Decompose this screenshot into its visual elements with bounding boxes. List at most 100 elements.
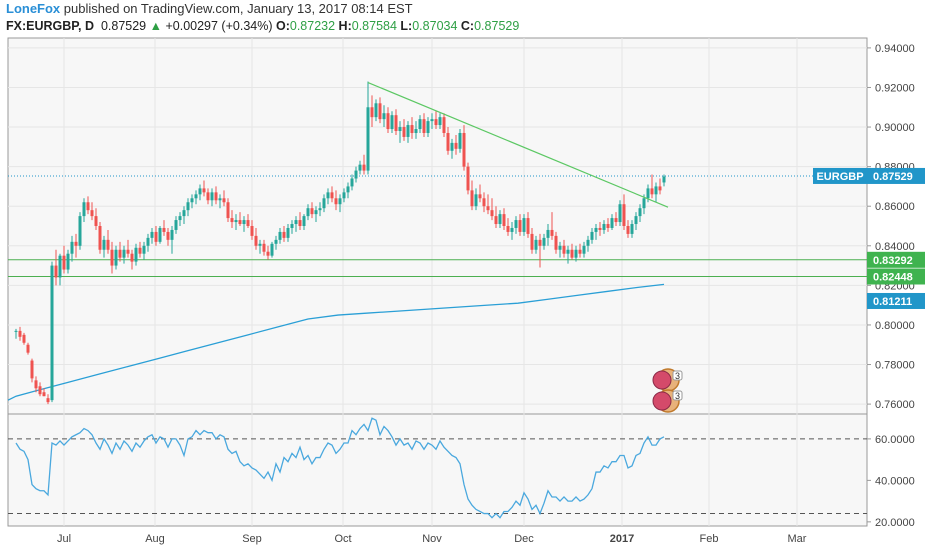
candle-body: [190, 198, 194, 203]
author-link[interactable]: LoneFox: [6, 1, 61, 16]
y-tick-label: 0.90000: [875, 122, 915, 134]
economic-event-marker-2[interactable]: 3: [652, 389, 683, 413]
candle-body: [394, 115, 398, 132]
rsi-line: [15, 417, 665, 519]
candle-body: [522, 218, 526, 232]
y-tick-label: 0.86000: [875, 201, 915, 213]
candle-body: [34, 380, 38, 389]
candle-body: [630, 224, 634, 234]
candle-body: [350, 178, 354, 187]
candle-body: [262, 243, 266, 252]
candle-body: [178, 216, 182, 221]
candle-body: [86, 202, 90, 211]
candle-body: [94, 216, 98, 226]
economic-event-marker-1[interactable]: 3: [652, 368, 683, 392]
candle-body: [638, 208, 642, 217]
candle-body: [642, 198, 646, 209]
candle-body: [370, 107, 374, 118]
candle-body: [582, 245, 586, 254]
candle-body: [334, 198, 338, 205]
symbol-label: FX:EURGBP, D: [6, 19, 94, 33]
published-text: published on TradingView.com, January 13…: [63, 1, 413, 16]
x-tick-label: Oct: [334, 533, 351, 545]
candle-body: [422, 119, 426, 133]
x-tick-label: 2017: [610, 533, 634, 545]
candle-body: [586, 239, 590, 246]
candle-body: [106, 239, 110, 250]
candle-body: [134, 247, 138, 262]
candle-body: [386, 113, 390, 130]
x-tick-label: Sep: [242, 533, 262, 545]
candle-body: [130, 253, 134, 262]
candle-body: [74, 241, 78, 246]
candle-body: [70, 241, 74, 254]
candle-body: [294, 220, 298, 225]
candle-body: [42, 392, 46, 397]
candle-body: [138, 247, 142, 254]
candle-body: [338, 198, 342, 205]
change-value: +0.00297 (+0.34%): [165, 19, 273, 33]
candle-body: [542, 237, 546, 246]
rsi-tick-label: 40.0000: [875, 475, 915, 487]
last-price-badge-symbol-box: [813, 167, 867, 184]
candle-body: [14, 330, 18, 332]
symbol-header: FX:EURGBP, D 0.87529 ▲ +0.00297 (+0.34%)…: [6, 19, 519, 33]
candle-body: [610, 218, 614, 228]
candle-body: [366, 107, 370, 171]
candle-body: [234, 220, 238, 223]
candle-body: [290, 224, 294, 228]
candle-body: [322, 198, 326, 209]
high-value: 0.87584: [351, 19, 397, 33]
candle-body: [342, 192, 346, 199]
y-tick-label: 0.92000: [875, 82, 915, 94]
candle-body: [434, 119, 438, 126]
candle-body: [566, 249, 570, 254]
candle-body: [482, 198, 486, 207]
candle-body: [222, 198, 226, 203]
candle-body: [574, 249, 578, 258]
candle-body: [494, 216, 498, 225]
candle-body: [430, 119, 434, 122]
rsi-tick-label: 20.0000: [875, 517, 915, 529]
candle-body: [526, 218, 530, 234]
candle-body: [578, 249, 582, 254]
candle-body: [534, 239, 538, 250]
candle-body: [446, 132, 450, 151]
candle-body: [570, 249, 574, 258]
y-tick-label: 0.80000: [875, 320, 915, 332]
candle-body: [378, 103, 382, 120]
candle-body: [346, 186, 350, 193]
event-count-2: 3: [675, 391, 680, 401]
candle-body: [382, 113, 386, 120]
candle-body: [154, 231, 158, 242]
candle-body: [314, 210, 318, 215]
candle-body: [102, 239, 106, 250]
candle-body: [546, 229, 550, 238]
candle-body: [562, 245, 566, 254]
resistance-trendline: [367, 81, 669, 208]
low-label: L:: [400, 19, 413, 33]
candle-body: [318, 208, 322, 211]
x-tick-label: Jul: [57, 533, 71, 545]
close-value: 0.87529: [474, 19, 520, 33]
candle-body: [390, 115, 394, 130]
candle-body: [330, 192, 334, 199]
candle-body: [206, 192, 210, 201]
candle-body: [38, 386, 42, 395]
candle-body: [354, 170, 358, 179]
rsi-pane[interactable]: [7, 413, 868, 527]
y-tick-label: 0.84000: [875, 241, 915, 253]
price-pane[interactable]: [7, 37, 868, 415]
candle-body: [514, 220, 518, 228]
event-count-1: 3: [675, 371, 680, 381]
candle-body: [502, 214, 506, 226]
support-badge-1-text: 0.83292: [873, 255, 913, 267]
last-price-badge-text: 0.87529: [873, 171, 913, 183]
candle-body: [214, 192, 218, 201]
candle-body: [622, 204, 626, 226]
y-tick-label: 0.78000: [875, 360, 915, 372]
candle-body: [498, 214, 502, 225]
publication-header: LoneFox published on TradingView.com, Ja…: [6, 1, 413, 16]
candle-body: [218, 198, 222, 201]
